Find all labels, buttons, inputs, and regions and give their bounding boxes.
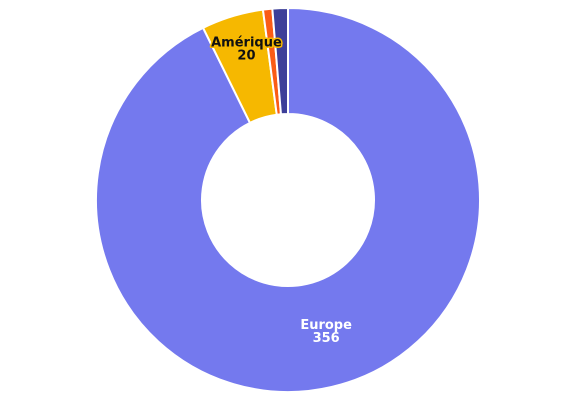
donut-labels: Europe 356 Amérique 20 bbox=[210, 34, 352, 346]
data-label-value: 20 bbox=[237, 48, 255, 63]
data-label-amrique: Amérique 20 bbox=[211, 35, 282, 63]
slice-series-3 bbox=[271, 7, 289, 116]
data-label-europe: Europe 356 bbox=[300, 318, 352, 346]
data-label-name: Amérique bbox=[211, 35, 282, 50]
slice-europe bbox=[95, 7, 481, 393]
data-label-name: Europe bbox=[300, 318, 352, 333]
donut-slices bbox=[95, 7, 481, 393]
data-label-value: 356 bbox=[313, 331, 340, 346]
